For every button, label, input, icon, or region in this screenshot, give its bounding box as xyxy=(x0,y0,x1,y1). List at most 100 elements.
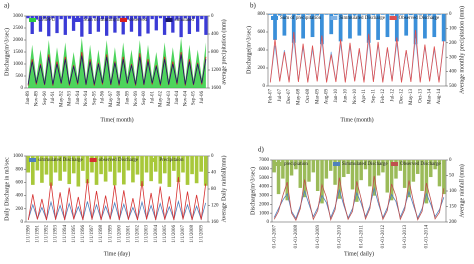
bar xyxy=(343,14,348,15)
bar xyxy=(162,16,167,35)
bar xyxy=(432,14,437,38)
bar xyxy=(55,16,59,34)
x-tick-label: 01-01-2014 xyxy=(425,225,430,249)
bar xyxy=(90,156,94,173)
x-tick-label: 1/1/2008 xyxy=(190,225,195,243)
y2-tick-label: 300 xyxy=(449,55,457,60)
bar xyxy=(175,16,179,20)
x-tick-label: 1/1/1991 xyxy=(36,225,41,243)
x-tick-label: Nov-99 xyxy=(134,91,139,107)
bar xyxy=(355,160,359,202)
bar xyxy=(334,14,338,16)
x-axis-title: Time( month) xyxy=(100,116,133,123)
bar xyxy=(411,160,416,182)
x-tick-label: Feb-12 xyxy=(381,89,386,104)
bar xyxy=(85,156,90,184)
x-tick-label: May-08 xyxy=(297,89,302,105)
bar xyxy=(185,156,190,185)
legend-label: simulated xyxy=(175,18,195,23)
x-tick-label: Jul-91 xyxy=(51,91,56,104)
line xyxy=(273,175,445,222)
bar xyxy=(103,156,108,182)
y2-axis-title: Average monthly precipitation (mm) xyxy=(458,6,465,94)
bar xyxy=(342,160,346,178)
legend-label: Observed Discharge xyxy=(399,16,440,21)
x-tick-label: Jan-10 xyxy=(334,89,339,103)
bar xyxy=(324,160,329,179)
bar xyxy=(34,16,38,20)
bar xyxy=(398,160,403,171)
bar xyxy=(429,160,433,178)
y-tick-label: 200 xyxy=(258,66,266,71)
bar xyxy=(76,16,80,20)
bar xyxy=(366,14,371,43)
bar xyxy=(320,160,324,204)
bar xyxy=(187,16,192,34)
bar xyxy=(371,14,376,16)
panel-label: a) xyxy=(4,2,10,10)
x-axis-title: Time (month) xyxy=(340,116,373,123)
x-tick-label: 01-01-2012 xyxy=(381,225,386,249)
x-tick-label: May-92 xyxy=(59,91,64,107)
y-tick-label: 600 xyxy=(16,181,24,186)
bar xyxy=(282,14,287,36)
x-tick-label: 1/1/2001 xyxy=(127,225,132,243)
x-tick-label: 1/1/2007 xyxy=(181,225,186,243)
bar xyxy=(196,16,200,32)
y2-tick-label: 100 xyxy=(449,27,457,32)
bar xyxy=(276,160,281,195)
y-tick-label: 2000 xyxy=(13,38,24,43)
bar xyxy=(285,160,289,201)
bar xyxy=(179,16,183,38)
legend-label: Sum of precipitation xyxy=(280,16,322,21)
bar xyxy=(319,14,324,45)
bar xyxy=(413,14,418,45)
bar xyxy=(329,14,334,35)
x-tick-label: 1/1/2005 xyxy=(163,225,168,243)
bar xyxy=(146,16,150,34)
bar xyxy=(30,16,34,34)
bar xyxy=(67,16,72,19)
x-tick-label: Nov-89 xyxy=(34,91,39,107)
y2-tick-label: 500 xyxy=(449,84,457,89)
bar xyxy=(26,16,30,19)
x-tick-label: 1/1/2004 xyxy=(154,225,159,243)
x-tick-label: 1/1/2006 xyxy=(172,225,177,243)
y-tick-label: 0 xyxy=(263,84,266,89)
bar xyxy=(423,14,427,39)
bar xyxy=(385,160,390,193)
x-tick-label: Jul-06 xyxy=(200,91,205,104)
bar xyxy=(315,160,320,191)
y-tick-label: 6000 xyxy=(259,167,270,172)
x-tick-label: Nov-10 xyxy=(353,89,358,105)
bar xyxy=(150,16,154,20)
bar xyxy=(117,16,121,19)
x-tick-label: Jan-94 xyxy=(76,91,81,105)
x-tick-label: Jul-01 xyxy=(150,91,155,104)
line xyxy=(269,30,445,83)
bar xyxy=(131,156,135,183)
x-tick-label: Jan-04 xyxy=(175,91,180,105)
y-tick-label: 0 xyxy=(21,220,24,225)
bar xyxy=(376,160,381,176)
bar xyxy=(59,16,63,20)
bar xyxy=(138,16,142,37)
legend-swatch xyxy=(389,16,397,20)
bar xyxy=(117,156,122,173)
y2-tick-label: 150 xyxy=(449,205,457,210)
bar xyxy=(88,16,92,34)
bar xyxy=(51,16,55,19)
legend-label: observed xyxy=(129,18,148,23)
x-tick-label: Jun-10 xyxy=(343,89,348,103)
x-tick-label: 1/1/1992 xyxy=(45,225,50,243)
bar xyxy=(338,14,343,42)
x-tick-label: Aug-09 xyxy=(325,89,330,105)
bar xyxy=(181,156,185,173)
y2-tick-label: 1200 xyxy=(211,68,222,73)
bar xyxy=(158,16,163,19)
bar xyxy=(40,156,44,183)
bar xyxy=(135,156,140,175)
bar xyxy=(399,14,404,15)
y-tick-label: 200 xyxy=(16,207,24,212)
bar xyxy=(437,14,441,15)
